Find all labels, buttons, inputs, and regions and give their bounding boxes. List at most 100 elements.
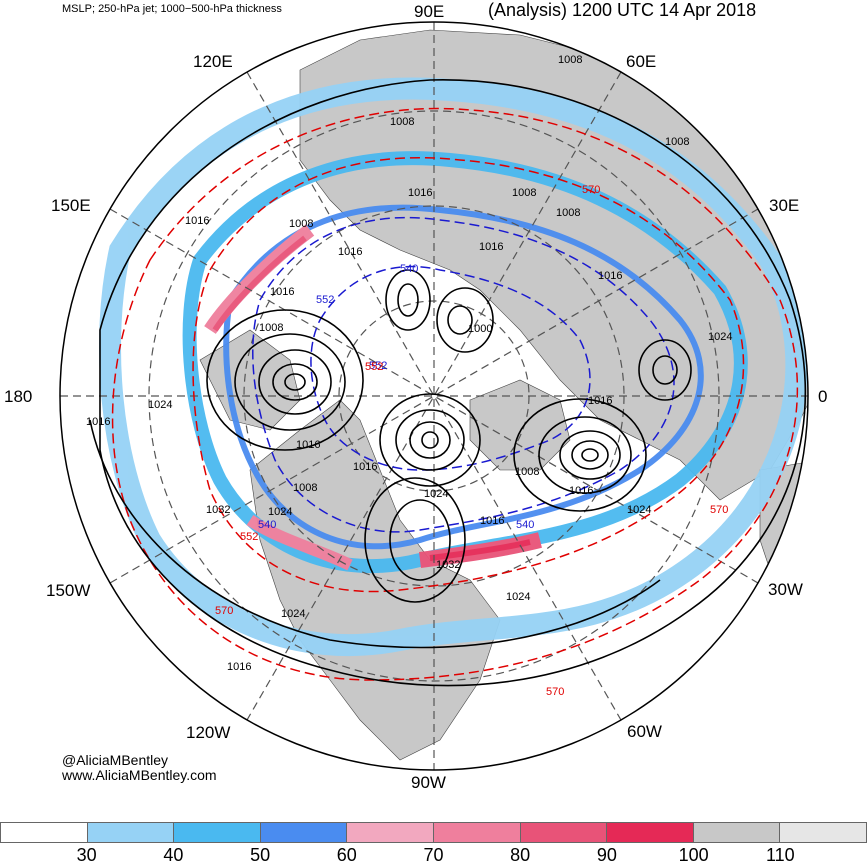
thickness-label: 552 bbox=[365, 361, 383, 373]
jet-max-atlantic-core bbox=[429, 539, 531, 561]
mslp-label: 1024 bbox=[268, 506, 292, 518]
jet-max-pacific-core bbox=[212, 235, 307, 332]
lon-label-30e: 30E bbox=[769, 196, 800, 215]
colorbar-swatch bbox=[1, 823, 88, 842]
mslp-label: 1016 bbox=[598, 270, 622, 282]
map-title: (Analysis) 1200 UTC 14 Apr 2018 bbox=[488, 0, 757, 20]
mslp-label: 1016 bbox=[588, 395, 612, 407]
thickness-540 bbox=[252, 216, 675, 533]
land-north-america bbox=[249, 399, 501, 761]
low-europe bbox=[638, 339, 692, 401]
mslp-label: 1016 bbox=[270, 286, 294, 298]
thickness-cold bbox=[310, 265, 591, 471]
mslp-label: 1024 bbox=[506, 591, 530, 603]
mslp-label: 1016 bbox=[227, 661, 251, 673]
colorbar-tick-label: 70 bbox=[423, 845, 444, 865]
thickness-label: 552 bbox=[316, 294, 334, 306]
lon-label-30w: 30W bbox=[768, 580, 803, 599]
fields-description: MSLP; 250-hPa jet; 1000−500-hPa thicknes… bbox=[62, 3, 282, 15]
mslp-label: 1008 bbox=[515, 466, 539, 478]
mslp-label: 1016 bbox=[86, 416, 110, 428]
thickness-label: 570 bbox=[710, 504, 728, 516]
mslp-label: 1008 bbox=[665, 136, 689, 148]
credit-site: www.AliciaMBentley.com bbox=[62, 767, 217, 783]
thickness-label: 570 bbox=[215, 605, 233, 617]
colorbar-swatch bbox=[520, 823, 608, 842]
mslp-label: 1000 bbox=[468, 323, 492, 335]
thickness-label: 570 bbox=[546, 686, 564, 698]
jet-band-50 bbox=[223, 204, 704, 550]
low-pacific bbox=[206, 309, 364, 451]
mslp-label: 1024 bbox=[708, 331, 732, 343]
colorbar-tick-label: 90 bbox=[596, 845, 617, 865]
mslp-label: 1016 bbox=[408, 187, 432, 199]
colorbar-swatch bbox=[174, 823, 261, 842]
lon-label-120w: 120W bbox=[186, 723, 231, 742]
high-atlantic bbox=[513, 398, 647, 512]
mslp-label: 1008 bbox=[558, 54, 582, 66]
lon-label-60e: 60E bbox=[626, 52, 657, 71]
jet-colorbar bbox=[0, 822, 867, 843]
thickness-570 bbox=[111, 107, 799, 681]
jet-max-pacific bbox=[204, 224, 315, 334]
thickness-label: 540 bbox=[400, 263, 418, 275]
mslp-label: 1032 bbox=[206, 504, 230, 516]
lon-label-0: 0 bbox=[818, 387, 828, 406]
mslp-1016-outer bbox=[99, 79, 807, 687]
colorbar-swatch bbox=[607, 823, 694, 842]
jet-shading bbox=[99, 77, 808, 657]
colorbar-tick-label: 100 bbox=[678, 845, 709, 865]
jet-band-30 bbox=[99, 77, 808, 657]
lon-label-90e: 90E bbox=[414, 2, 445, 21]
colorbar-tick-label: 50 bbox=[250, 845, 271, 865]
thickness-label: 540 bbox=[516, 519, 534, 531]
mslp-label: 1024 bbox=[424, 488, 448, 500]
thickness-552 bbox=[192, 156, 745, 593]
mslp-label: 1016 bbox=[353, 461, 377, 473]
mslp-label: 1032 bbox=[436, 559, 460, 571]
mslp-label: 1016 bbox=[185, 215, 209, 227]
thickness-label: 552 bbox=[240, 531, 258, 543]
colorbar-tick-label: 40 bbox=[163, 845, 184, 865]
colorbar-tick-label: 60 bbox=[336, 845, 357, 865]
jet-max-southwest bbox=[246, 514, 353, 571]
credit-handle: @AliciaMBentley bbox=[62, 752, 169, 768]
lon-label-60w: 60W bbox=[627, 722, 662, 741]
land-greenland bbox=[469, 379, 571, 471]
colorbar-swatch bbox=[433, 823, 521, 842]
thickness-label: 552 bbox=[369, 360, 387, 372]
mslp-label: 1008 bbox=[556, 207, 580, 219]
mslp-label: 1024 bbox=[148, 399, 172, 411]
mslp-labels: 1008 1008 1008 1008 1008 1008 1016 1016 … bbox=[86, 54, 732, 673]
mslp-label: 1008 bbox=[259, 322, 283, 334]
colorbar-swatch bbox=[347, 823, 434, 842]
low-arctic bbox=[379, 393, 481, 487]
thickness-label: 570 bbox=[582, 184, 600, 196]
mslp-label: 1008 bbox=[293, 482, 317, 494]
jet-band-40 bbox=[182, 151, 748, 574]
lon-label-150e: 150E bbox=[51, 196, 91, 215]
mslp-label: 1016 bbox=[480, 515, 504, 527]
mslp-label: 1016 bbox=[296, 439, 320, 451]
lon-label-120e: 120E bbox=[193, 52, 233, 71]
thickness-label: 540 bbox=[258, 519, 276, 531]
map-boundary bbox=[59, 21, 809, 771]
mslp-label: 1008 bbox=[512, 187, 536, 199]
lon-label-180: 180 bbox=[4, 387, 33, 406]
lon-label-90w: 90W bbox=[411, 773, 446, 792]
mslp-label: 1024 bbox=[281, 608, 305, 620]
colorbar-swatch bbox=[87, 823, 175, 842]
mslp-label: 1016 bbox=[569, 485, 593, 497]
colorbar-swatch bbox=[260, 823, 348, 842]
colorbar-tick-label: 110 bbox=[765, 845, 795, 865]
mslp-contours bbox=[89, 79, 807, 687]
mslp-label: 1016 bbox=[479, 241, 503, 253]
colorbar-tick-label: 30 bbox=[76, 845, 97, 865]
thickness-labels: 540 552 570 552 540 570 570 552 540 552 … bbox=[215, 184, 728, 698]
mslp-label: 1016 bbox=[338, 246, 362, 258]
mslp-label: 1008 bbox=[289, 218, 313, 230]
colorbar-swatch bbox=[780, 823, 866, 842]
low-siberia bbox=[385, 269, 494, 353]
colorbar-swatch bbox=[693, 823, 781, 842]
